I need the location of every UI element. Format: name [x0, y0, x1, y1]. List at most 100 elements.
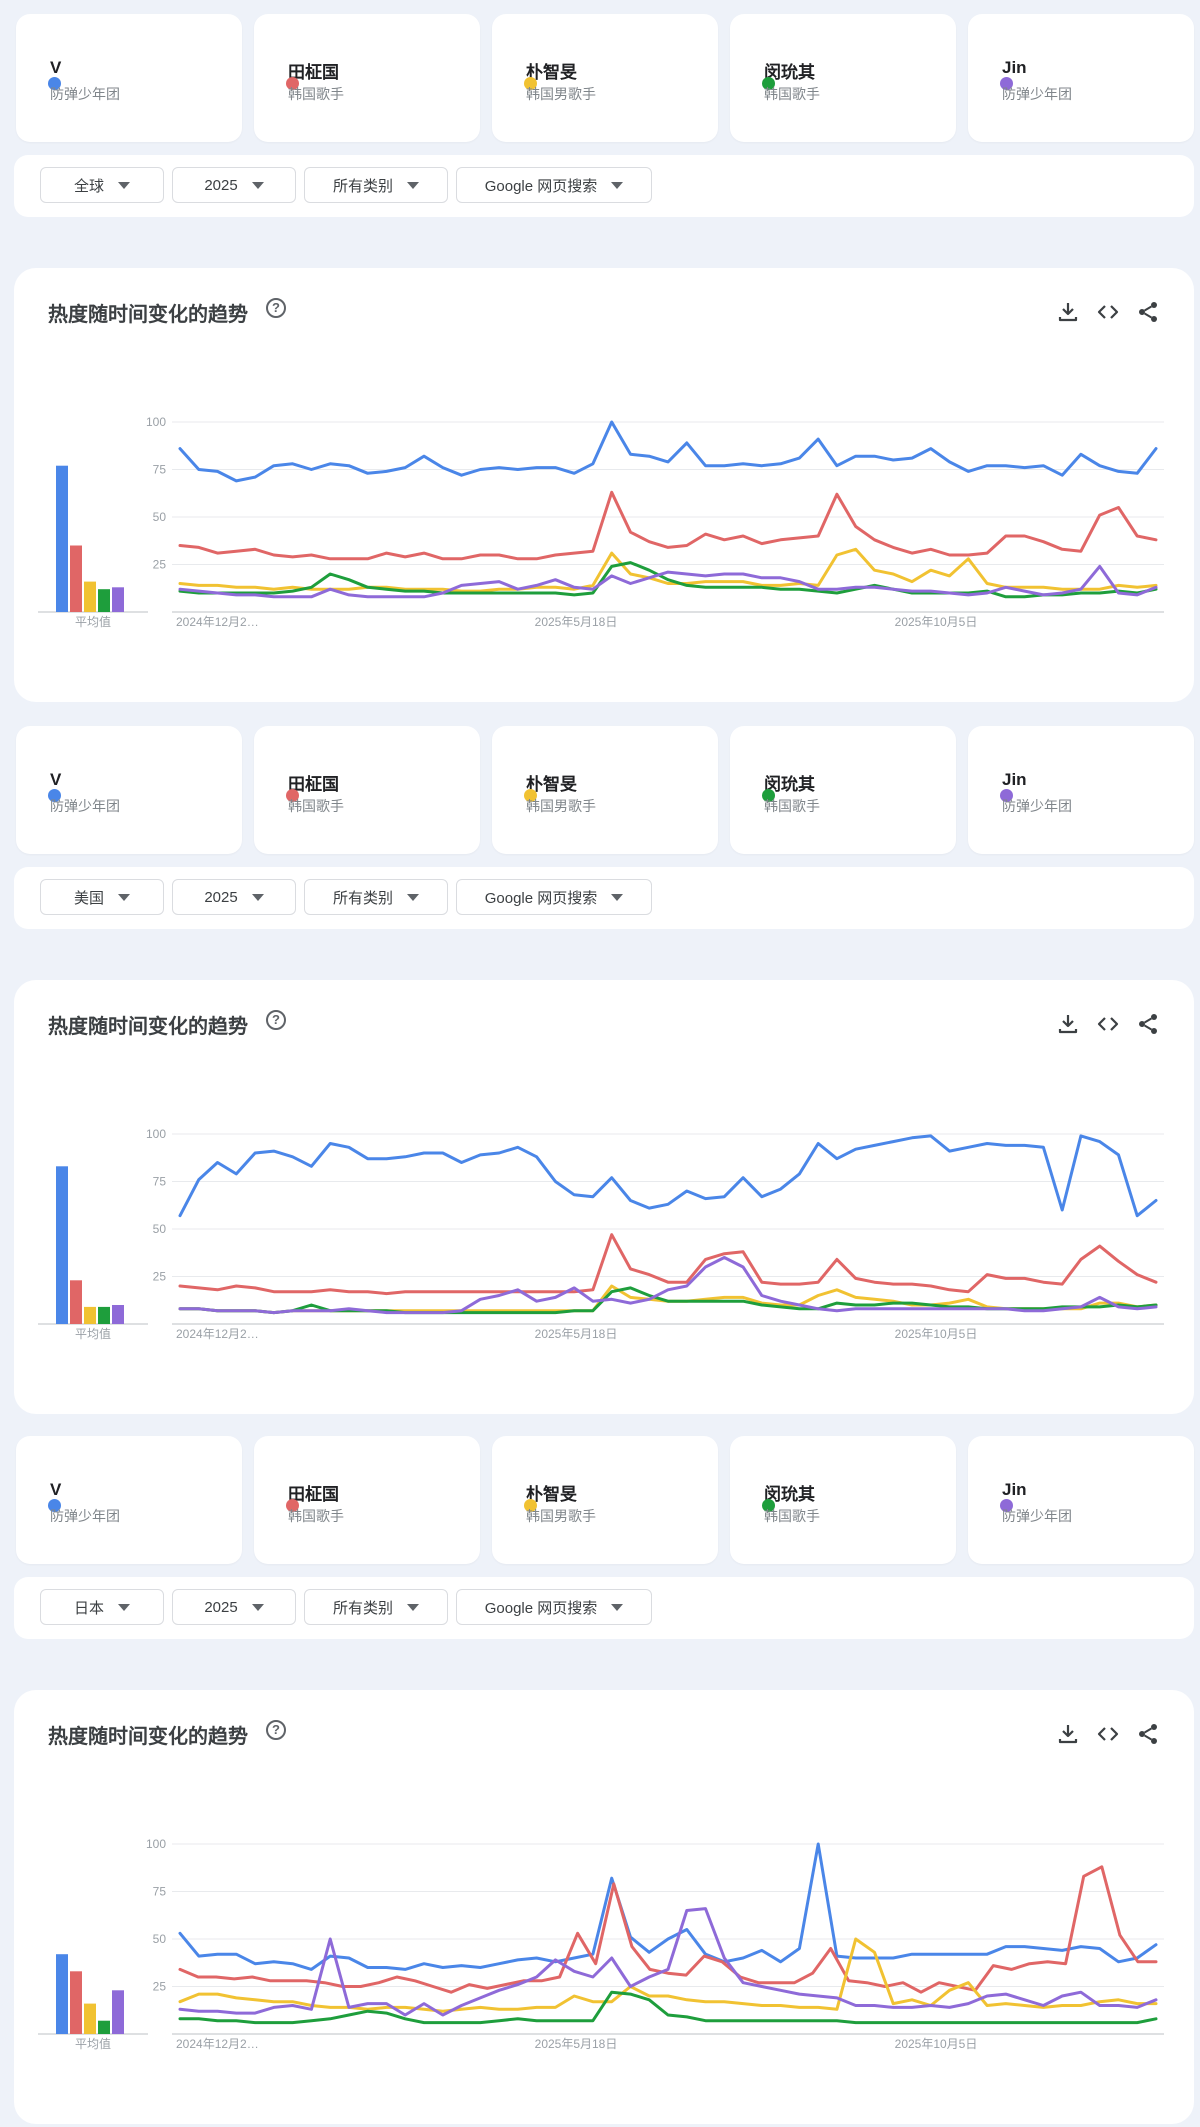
- average-bar: [112, 1990, 124, 2034]
- chevron-down-icon: [407, 181, 419, 189]
- filter-region-dropdown[interactable]: 美国: [40, 879, 164, 915]
- term-card[interactable]: V 防弹少年团: [16, 14, 242, 142]
- term-name: 朴智旻: [526, 63, 577, 82]
- filter-region-dropdown[interactable]: 全球: [40, 167, 164, 203]
- filter-label: 2025: [204, 888, 238, 906]
- filter-label: 2025: [204, 1598, 238, 1616]
- filter-year-dropdown[interactable]: 2025: [172, 1589, 296, 1625]
- term-card[interactable]: 闵玧其 韩国歌手: [730, 14, 956, 142]
- term-subtitle: 防弹少年团: [50, 1508, 120, 1524]
- term-card[interactable]: 田柾国 韩国歌手: [254, 1436, 480, 1564]
- chevron-down-icon: [611, 1603, 624, 1611]
- term-subtitle: 防弹少年团: [1002, 86, 1072, 102]
- term-subtitle: 防弹少年团: [50, 798, 120, 814]
- average-bar: [84, 2003, 96, 2034]
- filter-year-dropdown[interactable]: 2025: [172, 879, 296, 915]
- filter-category-dropdown[interactable]: 所有类别: [304, 167, 448, 203]
- average-bar: [84, 1306, 96, 1324]
- filter-label: Google 网页搜索: [484, 177, 598, 195]
- average-bar: [56, 1954, 68, 2034]
- term-card[interactable]: V 防弹少年团: [16, 726, 242, 854]
- series-line: [178, 547, 1158, 593]
- term-color-dot: [286, 789, 299, 802]
- series-line: [178, 564, 1158, 599]
- y-tick-label: 50: [153, 510, 167, 524]
- average-label: 平均值: [75, 2036, 111, 2051]
- filter-region-dropdown[interactable]: 日本: [40, 1589, 164, 1625]
- average-bar: [112, 1305, 124, 1324]
- chevron-down-icon: [251, 181, 264, 189]
- average-bar: [70, 1971, 82, 2034]
- download-icon[interactable]: [1056, 1012, 1080, 1036]
- term-card[interactable]: 田柾国 韩国歌手: [254, 726, 480, 854]
- filter-year-dropdown[interactable]: 2025: [172, 167, 296, 203]
- series-line: [178, 1907, 1158, 2017]
- embed-code-icon[interactable]: [1096, 1722, 1120, 1746]
- series-line: [178, 1233, 1158, 1296]
- term-name: V: [50, 58, 62, 77]
- term-card[interactable]: 朴智旻 韩国男歌手: [492, 1436, 718, 1564]
- term-card[interactable]: Jin 防弹少年团: [968, 14, 1194, 142]
- term-card[interactable]: 朴智旻 韩国男歌手: [492, 14, 718, 142]
- trend-section: V 防弹少年团 田柾国 韩国歌手 朴智旻 韩国男歌手 闵玧其 韩国歌手 Jin 防弹少年团 日本 20…: [0, 1422, 1200, 2127]
- term-color-dot: [762, 77, 775, 90]
- filter-label: 所有类别: [332, 1599, 393, 1617]
- chevron-down-icon: [251, 1603, 264, 1611]
- filter-bar: 全球 2025 所有类别 Google 网页搜索: [14, 155, 1194, 217]
- x-tick-label: 2025年10月5日: [895, 615, 978, 629]
- term-name: V: [50, 770, 62, 789]
- term-color-dot: [1000, 789, 1013, 802]
- panel-title: 热度随时间变化的趋势: [48, 1016, 248, 1038]
- series-line: [178, 490, 1158, 561]
- panel-title: 热度随时间变化的趋势: [48, 1726, 248, 1748]
- term-subtitle: 韩国歌手: [288, 798, 344, 814]
- chevron-down-icon: [611, 181, 624, 189]
- average-bar: [56, 1166, 68, 1324]
- term-card[interactable]: 闵玧其 韩国歌手: [730, 726, 956, 854]
- share-icon[interactable]: [1136, 1012, 1160, 1036]
- share-icon[interactable]: [1136, 1722, 1160, 1746]
- term-card[interactable]: Jin 防弹少年团: [968, 1436, 1194, 1564]
- help-icon[interactable]: ?: [266, 1010, 286, 1030]
- filter-category-dropdown[interactable]: 所有类别: [304, 879, 448, 915]
- average-bar: [56, 465, 68, 612]
- y-tick-label: 25: [153, 1980, 167, 1994]
- share-icon[interactable]: [1136, 300, 1160, 324]
- filter-search-type-dropdown[interactable]: Google 网页搜索: [456, 167, 652, 203]
- y-tick-label: 100: [146, 1127, 166, 1141]
- x-tick-label: 2024年12月2…: [176, 1327, 259, 1341]
- embed-code-icon[interactable]: [1096, 1012, 1120, 1036]
- term-card[interactable]: V 防弹少年团: [16, 1436, 242, 1564]
- term-color-dot: [1000, 1499, 1013, 1512]
- help-icon[interactable]: ?: [266, 1720, 286, 1740]
- filter-label: Google 网页搜索: [484, 1599, 598, 1617]
- term-card[interactable]: 朴智旻 韩国男歌手: [492, 726, 718, 854]
- filter-category-dropdown[interactable]: 所有类别: [304, 1589, 448, 1625]
- term-name: V: [50, 1480, 62, 1499]
- term-subtitle: 韩国男歌手: [526, 86, 596, 102]
- filter-search-type-dropdown[interactable]: Google 网页搜索: [456, 1589, 652, 1625]
- filter-label: 日本: [73, 1599, 104, 1617]
- term-card[interactable]: 田柾国 韩国歌手: [254, 14, 480, 142]
- term-color-dot: [524, 1499, 537, 1512]
- chevron-down-icon: [407, 893, 419, 901]
- term-card[interactable]: 闵玧其 韩国歌手: [730, 1436, 956, 1564]
- trend-section: V 防弹少年团 田柾国 韩国歌手 朴智旻 韩国男歌手 闵玧其 韩国歌手 Jin 防弹少年团 美国 20…: [0, 712, 1200, 1417]
- term-name: Jin: [1002, 770, 1027, 789]
- filter-label: 所有类别: [332, 177, 393, 195]
- term-name: 田柾国: [288, 1485, 339, 1504]
- term-card[interactable]: Jin 防弹少年团: [968, 726, 1194, 854]
- term-subtitle: 韩国歌手: [764, 1508, 820, 1524]
- download-icon[interactable]: [1056, 1722, 1080, 1746]
- chevron-down-icon: [118, 1603, 130, 1611]
- average-bar: [84, 581, 96, 612]
- download-icon[interactable]: [1056, 300, 1080, 324]
- series-line: [178, 1256, 1158, 1315]
- filter-search-type-dropdown[interactable]: Google 网页搜索: [456, 879, 652, 915]
- help-icon[interactable]: ?: [266, 298, 286, 318]
- term-name: 闵玧其: [764, 775, 815, 794]
- filter-label: 美国: [73, 889, 104, 907]
- chevron-down-icon: [407, 1603, 419, 1611]
- y-tick-label: 50: [153, 1932, 167, 1946]
- embed-code-icon[interactable]: [1096, 300, 1120, 324]
